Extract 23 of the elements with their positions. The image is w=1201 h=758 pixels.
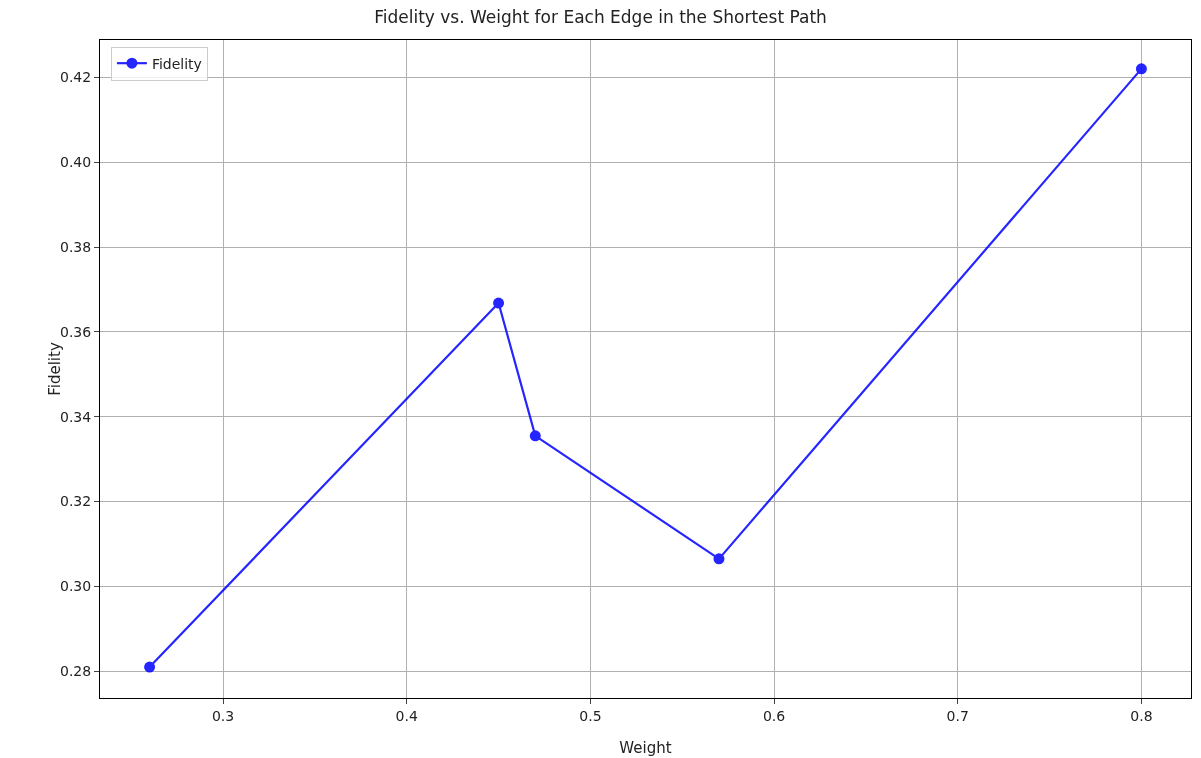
x-tick-label: 0.5 bbox=[579, 707, 602, 724]
x-tick-label: 0.8 bbox=[1130, 707, 1153, 724]
point bbox=[144, 661, 156, 673]
y-tick-label: 0.28 bbox=[60, 663, 92, 680]
x-axis-title: Weight bbox=[619, 739, 672, 757]
point bbox=[493, 297, 505, 309]
x-tick-label: 0.6 bbox=[762, 707, 786, 724]
point bbox=[713, 553, 725, 565]
x-tick-label: 0.3 bbox=[211, 707, 235, 724]
point bbox=[1135, 63, 1147, 75]
legend-label: Fidelity bbox=[151, 55, 202, 72]
x-tick-label: 0.7 bbox=[946, 707, 969, 724]
y-tick-label: 0.38 bbox=[60, 238, 92, 255]
x-tick-label: 0.4 bbox=[395, 707, 418, 724]
y-tick-label: 0.36 bbox=[60, 323, 92, 340]
y-tick-label: 0.42 bbox=[60, 69, 92, 86]
chart-title: Fidelity vs. Weight for Each Edge in the Shortest Path bbox=[374, 7, 827, 28]
y-axis-title: Fidelity bbox=[46, 342, 64, 396]
point bbox=[529, 430, 541, 442]
y-tick-label: 0.40 bbox=[60, 154, 92, 171]
y-tick-label: 0.32 bbox=[60, 493, 92, 510]
y-tick-label: 0.30 bbox=[60, 578, 92, 595]
y-tick-label: 0.34 bbox=[60, 408, 92, 425]
